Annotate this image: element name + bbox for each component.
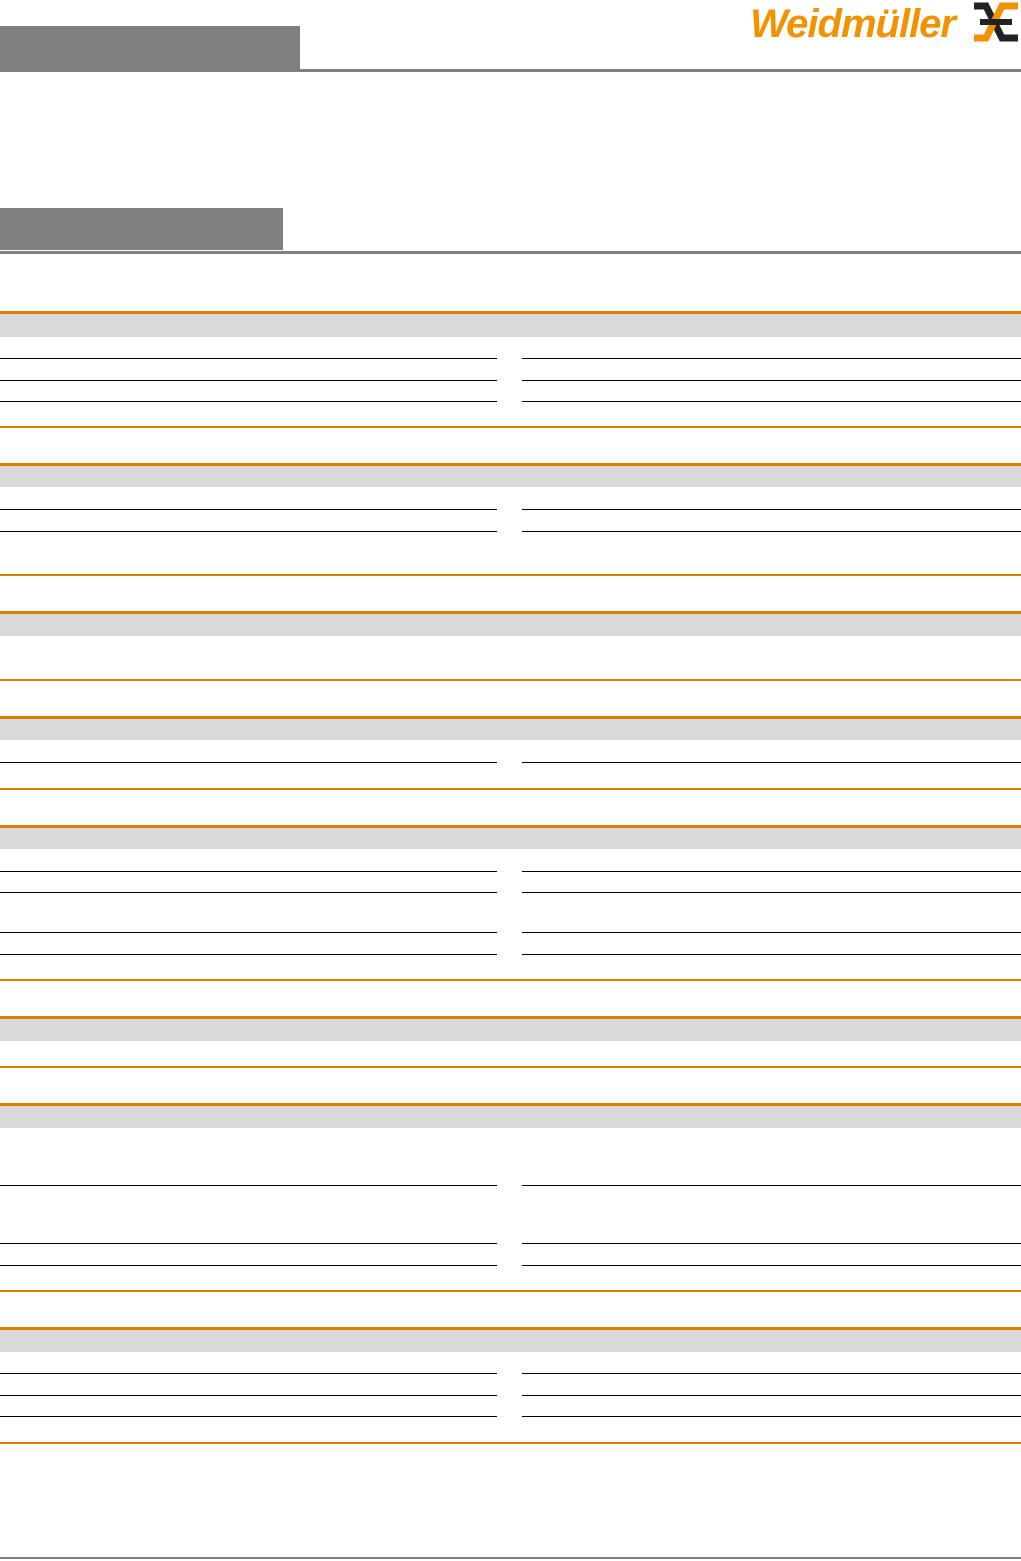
header-divider <box>0 69 1021 72</box>
row-divider <box>0 531 497 532</box>
row-divider <box>522 531 1021 532</box>
section-bottom-rule <box>0 426 1021 428</box>
row-divider <box>522 1395 1021 1396</box>
section-top-rule <box>0 1327 1021 1330</box>
weidmuller-cross-icon <box>974 2 1018 42</box>
section-header-band <box>0 1330 1021 1352</box>
row-divider <box>0 932 497 933</box>
row-divider <box>0 1395 497 1396</box>
row-divider <box>522 401 1021 402</box>
row-divider <box>0 358 497 359</box>
row-divider <box>522 762 1021 763</box>
section-header-band <box>0 614 1021 636</box>
row-divider <box>522 358 1021 359</box>
row-divider <box>0 1265 497 1266</box>
row-divider <box>0 762 497 763</box>
subtitle-box <box>0 208 283 250</box>
row-divider <box>0 1243 497 1244</box>
section-top-rule <box>0 611 1021 614</box>
row-divider <box>522 871 1021 872</box>
row-divider <box>522 1185 1021 1186</box>
row-divider <box>0 1416 497 1417</box>
row-divider <box>0 871 497 872</box>
section-bottom-rule <box>0 574 1021 576</box>
section-bottom-rule <box>0 1442 1021 1444</box>
row-divider <box>522 1265 1021 1266</box>
section-top-rule <box>0 311 1021 314</box>
row-divider <box>0 401 497 402</box>
section-top-rule <box>0 716 1021 719</box>
row-divider <box>522 932 1021 933</box>
row-divider <box>0 1373 497 1374</box>
section-top-rule <box>0 1016 1021 1019</box>
section-header-band <box>0 466 1021 487</box>
row-divider <box>0 380 497 381</box>
row-divider <box>522 380 1021 381</box>
section-bottom-rule <box>0 1290 1021 1292</box>
section-top-rule <box>0 825 1021 828</box>
logo: Weidmüller <box>750 2 956 46</box>
row-divider <box>522 1416 1021 1417</box>
section-bottom-rule <box>0 788 1021 790</box>
section-top-rule <box>0 463 1021 466</box>
row-divider <box>0 509 497 510</box>
row-divider <box>0 1185 497 1186</box>
section-bottom-rule <box>0 979 1021 981</box>
row-divider <box>522 954 1021 955</box>
section-bottom-rule <box>0 679 1021 681</box>
section-top-rule <box>0 1103 1021 1106</box>
footer-divider <box>0 1557 1021 1559</box>
section-header-band <box>0 1106 1021 1128</box>
section-header-band <box>0 1019 1021 1041</box>
row-divider <box>0 954 497 955</box>
row-divider <box>522 1373 1021 1374</box>
row-divider <box>522 509 1021 510</box>
section-header-band <box>0 314 1021 337</box>
subtitle-divider <box>0 251 1021 254</box>
row-divider <box>0 892 497 893</box>
section-bottom-rule <box>0 1066 1021 1068</box>
title-box <box>0 26 300 70</box>
row-divider <box>522 1243 1021 1244</box>
row-divider <box>522 892 1021 893</box>
section-header-band <box>0 719 1021 740</box>
section-header-band <box>0 828 1021 849</box>
